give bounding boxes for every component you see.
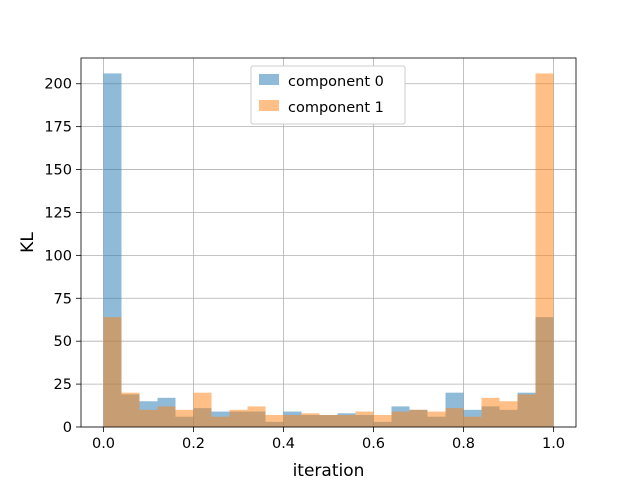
bar-component-1-bin-11 bbox=[301, 413, 320, 427]
y-tick-label-0: 0 bbox=[63, 420, 72, 436]
bar-component-1-bin-7 bbox=[229, 409, 248, 427]
bar-component-1-bin-3 bbox=[157, 406, 176, 427]
bar-component-1-bin-9 bbox=[265, 414, 284, 427]
x-tick-label-1: 0.2 bbox=[182, 436, 205, 452]
bar-component-1-bin-17 bbox=[409, 409, 428, 427]
legend-box bbox=[250, 65, 406, 125]
bar-component-1-bin-16 bbox=[391, 411, 410, 427]
bar-component-1-bin-15 bbox=[373, 414, 392, 427]
plot-frame bbox=[80, 57, 577, 428]
bar-component-1-bin-1 bbox=[121, 392, 140, 427]
y-tick-label-2: 50 bbox=[54, 334, 72, 350]
ticks: 0.0 0.2 0.4 0.6 0.8 1.0 0 25 50 75 100 125 150 175 200 bbox=[44, 77, 565, 452]
series-component-1-bars bbox=[103, 73, 554, 428]
bar-component-1-bin-21 bbox=[481, 397, 500, 427]
legend: component 0 component 1 bbox=[250, 65, 406, 125]
x-tick-label-3: 0.6 bbox=[362, 436, 385, 452]
y-tick-label-5: 125 bbox=[44, 205, 72, 221]
bar-component-1-bin-24 bbox=[535, 73, 554, 428]
bar-component-1-bin-8 bbox=[247, 406, 266, 427]
bar-component-1-bin-12 bbox=[319, 414, 338, 427]
bar-component-1-bin-5 bbox=[193, 392, 212, 427]
y-tick-label-8: 200 bbox=[44, 77, 72, 93]
x-tick-label-0: 0.0 bbox=[92, 436, 115, 452]
x-tick-label-4: 0.8 bbox=[452, 436, 475, 452]
bar-component-1-bin-20 bbox=[463, 416, 482, 427]
x-tick-label-5: 1.0 bbox=[542, 436, 565, 452]
axes bbox=[80, 57, 577, 428]
y-tick-label-3: 75 bbox=[54, 291, 72, 307]
y-tick-label-6: 150 bbox=[44, 163, 72, 179]
bar-component-1-bin-13 bbox=[337, 414, 356, 427]
bar-component-1-bin-22 bbox=[499, 401, 518, 427]
bar-component-1-bin-18 bbox=[427, 411, 446, 427]
y-tick-label-1: 25 bbox=[54, 377, 72, 393]
bar-component-1-bin-4 bbox=[175, 409, 194, 427]
bar-component-1-bin-6 bbox=[211, 416, 230, 427]
bar-component-1-bin-19 bbox=[445, 408, 464, 427]
legend-label-component-1: component 1 bbox=[288, 100, 384, 116]
y-tick-label-4: 100 bbox=[44, 248, 72, 264]
bar-component-1-bin-23 bbox=[517, 394, 536, 427]
x-axis-label: iteration bbox=[293, 461, 365, 480]
y-tick-label-7: 175 bbox=[44, 120, 72, 136]
x-tick-label-2: 0.4 bbox=[272, 436, 295, 452]
legend-swatch-component-0 bbox=[259, 74, 279, 85]
legend-swatch-component-1 bbox=[259, 100, 279, 111]
bar-component-1-bin-14 bbox=[355, 411, 374, 427]
bar-component-1-bin-2 bbox=[139, 409, 158, 427]
y-axis-label: KL bbox=[18, 232, 38, 253]
legend-label-component-0: component 0 bbox=[288, 74, 384, 90]
bar-component-1-bin-0 bbox=[103, 317, 122, 427]
bar-component-1-bin-10 bbox=[283, 414, 302, 427]
